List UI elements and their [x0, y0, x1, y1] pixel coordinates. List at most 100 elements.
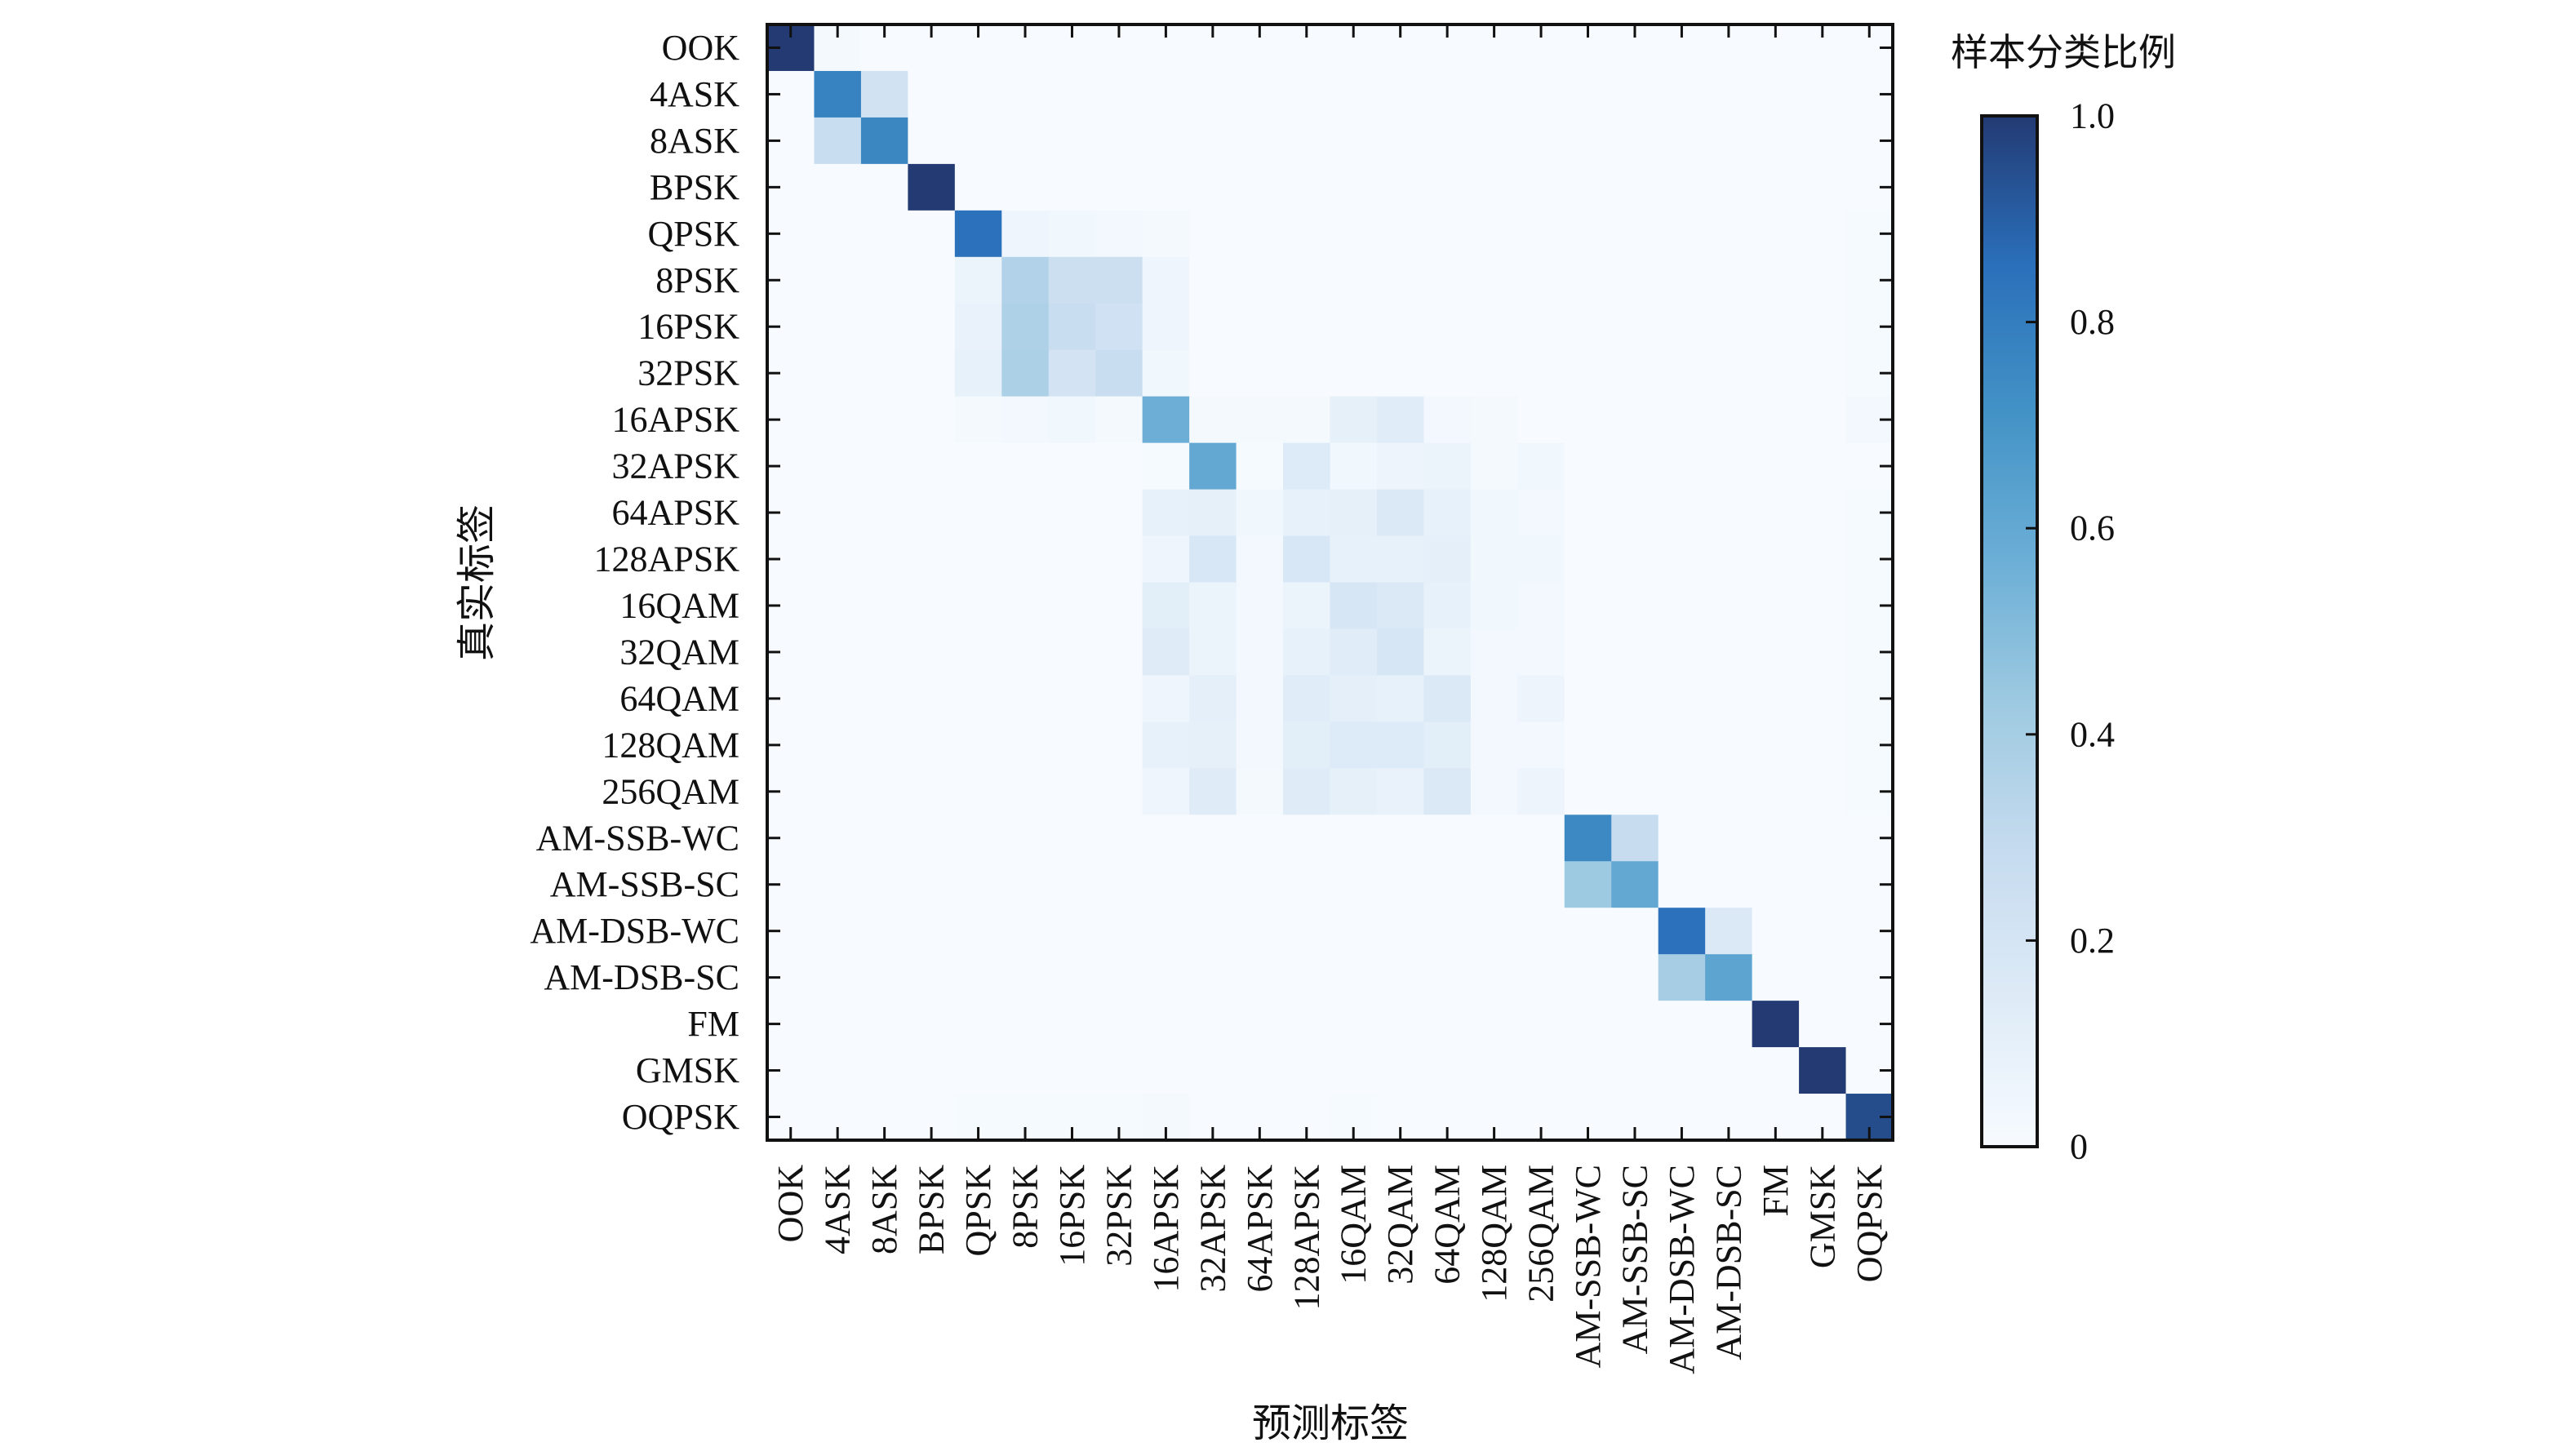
heatmap-cell-10-14 — [1423, 489, 1472, 537]
heatmap-cell-20-10 — [1236, 954, 1284, 1001]
heatmap-cell-14-15 — [1470, 675, 1518, 722]
heatmap-cell-1-5 — [1001, 70, 1050, 118]
heatmap-cell-8-9 — [1189, 396, 1237, 444]
x-tick-label: BPSK — [912, 1165, 952, 1254]
heatmap-cell-5-4 — [954, 256, 1002, 304]
heatmap-cell-16-15 — [1470, 768, 1518, 815]
heatmap-cell-19-19 — [1658, 908, 1706, 955]
heatmap-cell-3-9 — [1189, 163, 1237, 211]
heatmap-cell-13-2 — [860, 628, 908, 677]
heatmap-cell-7-12 — [1330, 349, 1378, 397]
heatmap-cell-13-20 — [1705, 628, 1753, 677]
heatmap-cell-16-10 — [1236, 768, 1284, 815]
heatmap-cell-4-4 — [954, 210, 1002, 258]
heatmap-cell-12-16 — [1517, 582, 1565, 630]
heatmap-cell-4-9 — [1189, 210, 1237, 258]
x-tick-label: GMSK — [1802, 1165, 1842, 1268]
heatmap-cell-17-4 — [954, 815, 1002, 862]
heatmap-cell-7-16 — [1517, 349, 1565, 397]
heatmap-cell-1-13 — [1376, 70, 1425, 118]
heatmap-cell-22-8 — [1142, 1047, 1190, 1094]
heatmap-cell-1-21 — [1752, 70, 1800, 118]
heatmap-cell-22-13 — [1376, 1047, 1425, 1094]
heatmap-cell-17-17 — [1564, 815, 1612, 862]
heatmap-cell-10-19 — [1658, 489, 1706, 537]
x-tick-label: AM-SSB-SC — [1614, 1165, 1654, 1354]
heatmap-cell-19-18 — [1611, 908, 1659, 955]
heatmap-cell-1-16 — [1517, 70, 1565, 118]
heatmap-cell-21-8 — [1142, 1001, 1190, 1048]
x-axis-ticks: OOK 4ASK 8ASK BPSK QPSK 8PSK 16PSK 32PSK 16APSK 3… — [770, 24, 1889, 1374]
heatmap-cell-12-3 — [908, 582, 956, 630]
heatmap-cell-22-5 — [1001, 1047, 1050, 1094]
heatmap-cell-5-10 — [1236, 256, 1284, 304]
heatmap-cell-16-3 — [908, 768, 956, 815]
y-axis-ticks: OOK 4ASK 8ASK BPSK QPSK 8PSK 16PSK 32PSK 16APSK 3… — [530, 28, 1893, 1137]
heatmap-cell-10-8 — [1142, 489, 1190, 537]
heatmap-cell-11-7 — [1095, 535, 1143, 584]
heatmap-cell-6-13 — [1376, 303, 1425, 351]
heatmap-cell-6-15 — [1470, 303, 1518, 351]
heatmap-cell-11-12 — [1330, 535, 1378, 584]
heatmap-cell-22-9 — [1189, 1047, 1237, 1094]
heatmap-cell-3-17 — [1564, 163, 1612, 211]
heatmap-cell-5-16 — [1517, 256, 1565, 304]
heatmap-cell-4-3 — [908, 210, 956, 258]
heatmap-cell-10-16 — [1517, 489, 1565, 537]
heatmap-cell-18-20 — [1705, 861, 1753, 908]
heatmap-cell-16-19 — [1658, 768, 1706, 815]
heatmap-cell-18-10 — [1236, 861, 1284, 908]
x-tick-label: 128APSK — [1286, 1165, 1326, 1311]
heatmap-cell-15-15 — [1470, 721, 1518, 769]
heatmap-cell-8-8 — [1142, 396, 1190, 444]
heatmap-cell-13-16 — [1517, 628, 1565, 677]
heatmap-cell-5-9 — [1189, 256, 1237, 304]
heatmap-cell-22-18 — [1611, 1047, 1659, 1094]
heatmap-cell-21-22 — [1799, 1001, 1847, 1048]
heatmap-cell-13-8 — [1142, 628, 1190, 677]
heatmap-cell-22-2 — [860, 1047, 908, 1094]
x-tick-label: 16PSK — [1052, 1165, 1092, 1267]
heatmap-cell-10-7 — [1095, 489, 1143, 537]
y-tick-label: BPSK — [650, 167, 739, 207]
heatmap-cell-9-20 — [1705, 442, 1753, 491]
heatmap-cell-9-21 — [1752, 442, 1800, 491]
y-tick-label: OQPSK — [622, 1097, 739, 1137]
heatmap-cell-8-5 — [1001, 396, 1050, 444]
x-tick-label: 16APSK — [1146, 1165, 1186, 1293]
heatmap-cell-20-9 — [1189, 954, 1237, 1001]
heatmap-cell-5-21 — [1752, 256, 1800, 304]
heatmap-cell-5-5 — [1001, 256, 1050, 304]
heatmap-cell-14-10 — [1236, 675, 1284, 722]
heatmap-cell-17-8 — [1142, 815, 1190, 862]
y-tick-label: 128QAM — [602, 725, 739, 765]
y-tick-label: 16PSK — [637, 307, 739, 347]
heatmap-cell-17-16 — [1517, 815, 1565, 862]
heatmap-cell-5-8 — [1142, 256, 1190, 304]
heatmap-cell-20-15 — [1470, 954, 1518, 1001]
heatmap-cell-2-14 — [1423, 117, 1472, 165]
heatmap-cell-12-19 — [1658, 582, 1706, 630]
heatmap-cell-21-18 — [1611, 1001, 1659, 1048]
heatmap-cell-9-18 — [1611, 442, 1659, 491]
heatmap-cell-8-7 — [1095, 396, 1143, 444]
heatmap-cell-15-3 — [908, 721, 956, 769]
heatmap-cell-21-6 — [1048, 1001, 1096, 1048]
heatmap-cell-13-7 — [1095, 628, 1143, 677]
colorbar-tick-label: 1.0 — [2070, 96, 2115, 136]
heatmap-cell-14-9 — [1189, 675, 1237, 722]
y-tick-label: AM-DSB-SC — [544, 957, 739, 997]
heatmap-cell-5-14 — [1423, 256, 1472, 304]
heatmap-cell-3-18 — [1611, 163, 1659, 211]
heatmap-cell-4-8 — [1142, 210, 1190, 258]
heatmap-cell-22-4 — [954, 1047, 1002, 1094]
heatmap-cell-17-21 — [1752, 815, 1800, 862]
heatmap-cell-2-13 — [1376, 117, 1425, 165]
heatmap-cell-7-5 — [1001, 349, 1050, 397]
heatmap-cell-7-21 — [1752, 349, 1800, 397]
heatmap-cell-15-6 — [1048, 721, 1096, 769]
heatmap-cell-16-13 — [1376, 768, 1425, 815]
heatmap-cell-6-6 — [1048, 303, 1096, 351]
x-tick-label: 4ASK — [818, 1165, 858, 1254]
y-tick-label: 8PSK — [655, 260, 739, 300]
